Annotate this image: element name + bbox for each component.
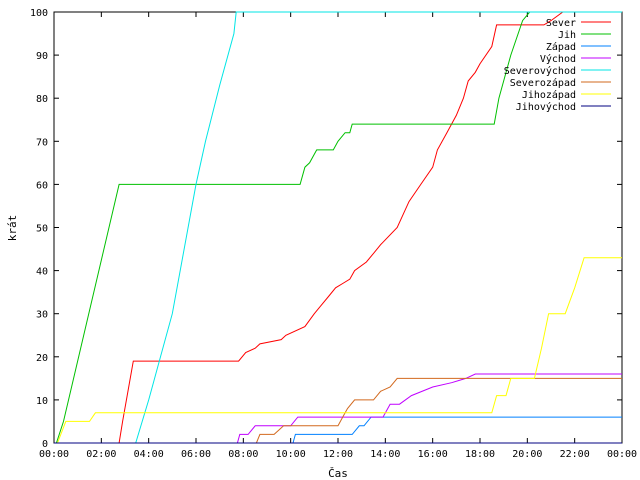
x-tick-label: 02:00 [86,449,116,460]
legend-label: Sever [546,18,576,29]
plot-area [53,11,623,444]
x-tick-label: 10:00 [276,449,306,460]
x-tick-label: 12:00 [323,449,353,460]
x-tick-label: 04:00 [134,449,164,460]
x-tick-label: 20:00 [512,449,542,460]
y-axis-label: krát [6,215,19,242]
series-line-4 [54,373,622,444]
x-tick-label: 00:00 [607,449,637,460]
x-tick-label: 14:00 [370,449,400,460]
x-axis-label: Čas [328,467,348,480]
legend-label: Západ [546,41,576,53]
legend-label: Východ [540,53,576,65]
y-axis: 0 10 20 30 40 50 60 70 80 90 100 [30,8,622,450]
y-tick-label: 80 [36,94,48,105]
x-tick-label: 22:00 [560,449,590,460]
y-tick-label: 20 [36,353,48,364]
y-tick-label: 10 [36,396,48,407]
y-tick-label: 40 [36,267,48,278]
y-tick-label: 70 [36,137,48,148]
x-tick-label: 18:00 [465,449,495,460]
x-tick-label: 00:00 [39,449,69,460]
series-line-5 [54,11,622,444]
x-axis: 00:00 02:00 04:00 06:00 08:00 10:00 12:00 14:00… [39,12,637,460]
series-line-3 [54,416,622,444]
y-tick-label: 0 [42,439,48,450]
x-tick-label: 16:00 [418,449,448,460]
legend-label: Jihozápad [522,89,576,101]
y-tick-label: 50 [36,224,48,235]
x-tick-label: 06:00 [181,449,211,460]
legend-label: Severozápad [510,77,576,89]
series-line-1 [54,11,622,444]
y-tick-label: 30 [36,310,48,321]
y-tick-label: 90 [36,51,48,62]
legend-label: Jih [558,30,576,41]
series-line-2 [54,11,622,444]
x-tick-label: 08:00 [228,449,258,460]
legend-label: Jihovýchod [516,101,576,113]
series-lines [54,11,622,444]
legend-label: Severovýchod [504,65,576,77]
series-line-7 [54,257,622,444]
legend: SeverJihZápadVýchodSeverovýchodSeverozáp… [504,18,611,113]
y-tick-label: 100 [30,8,48,19]
y-tick-label: 60 [36,180,48,191]
